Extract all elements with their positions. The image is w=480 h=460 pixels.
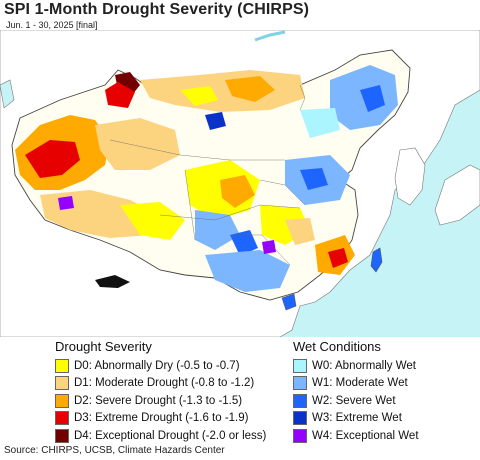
wet-w1-south	[205, 250, 290, 292]
legend-label-w1: W1: Moderate Wet	[312, 377, 408, 390]
swatch-w1	[293, 376, 307, 391]
korea-land	[394, 147, 426, 206]
legend-item-d3: D3: Extreme Drought (-1.6 to -1.9)	[55, 410, 266, 428]
drought-d4-himalaya	[95, 275, 130, 288]
drought-d0-mongolia	[180, 86, 218, 106]
legend-label-w4: W4: Exceptional Wet	[312, 429, 419, 442]
legend-item-w3: W3: Extreme Wet	[293, 410, 419, 428]
legend-wet: Wet Conditions W0: Abnormally Wet W1: Mo…	[293, 339, 419, 445]
wet-w2-east	[300, 168, 328, 190]
hainan-land	[281, 293, 297, 311]
drought-map	[0, 30, 480, 337]
legend-label-d2: D2: Severe Drought (-1.3 to -1.5)	[74, 394, 243, 407]
drought-d2-mongolia	[225, 76, 275, 102]
source-credit: Source: CHIRPS, UCSB, Climate Hazards Ce…	[4, 445, 225, 456]
taiwan-land	[370, 247, 383, 273]
wet-w1-central	[195, 210, 240, 250]
legend-item-d2: D2: Severe Drought (-1.3 to -1.5)	[55, 392, 266, 410]
wet-w3-tibet	[58, 196, 74, 210]
legend-label-w3: W3: Extreme Wet	[312, 412, 402, 425]
legend-item-w2: W2: Severe Wet	[293, 392, 419, 410]
caspian-hint	[0, 79, 15, 109]
map-title: SPI 1-Month Drought Severity (CHIRPS)	[4, 1, 310, 18]
legend-drought: Drought Severity D0: Abnormally Dry (-0.…	[55, 339, 266, 445]
swatch-d2	[55, 393, 69, 408]
legend-label-d0: D0: Abnormally Dry (-0.5 to -0.7)	[74, 359, 240, 372]
drought-d2-central	[220, 175, 255, 208]
legend-item-w1: W1: Moderate Wet	[293, 375, 419, 393]
legend-label-d1: D1: Moderate Drought (-0.8 to -1.2)	[74, 377, 255, 390]
province-borders	[109, 84, 306, 266]
drought-d3-north	[105, 82, 135, 108]
drought-d3-west	[25, 140, 80, 178]
swatch-w0	[293, 358, 307, 373]
legend-wet-heading: Wet Conditions	[293, 339, 381, 354]
legend-item-w0: W0: Abnormally Wet	[293, 357, 419, 375]
wet-w2-central	[230, 230, 258, 256]
drought-d3-southeast	[328, 248, 348, 268]
legend-item-w4: W4: Exceptional Wet	[293, 427, 419, 445]
legend-item-d0: D0: Abnormally Dry (-0.5 to -0.7)	[55, 357, 266, 375]
japan-land	[434, 164, 480, 226]
swatch-d3	[55, 411, 69, 426]
legend-label-d4: D4: Exceptional Drought (-2.0 or less)	[74, 429, 267, 442]
legend-drought-heading: Drought Severity	[55, 339, 152, 354]
map-subtitle: Jun. 1 - 30, 2025 [final]	[6, 20, 98, 30]
swatch-d0	[55, 358, 69, 373]
drought-d1-west	[95, 118, 180, 170]
legend-label-d3: D3: Extreme Drought (-1.6 to -1.9)	[74, 412, 249, 425]
wet-w0-northeast	[300, 108, 340, 138]
swatch-w4	[293, 428, 307, 443]
drought-d0-tibet	[120, 202, 185, 240]
wet-w3-mongolia	[205, 112, 226, 130]
drought-d1-south	[285, 218, 315, 245]
map-canvas	[0, 30, 480, 337]
swatch-w3	[293, 411, 307, 426]
wet-w2-northeast	[360, 85, 385, 112]
legend-item-d1: D1: Moderate Drought (-0.8 to -1.2)	[55, 375, 266, 393]
swatch-d4	[55, 428, 69, 443]
legend-item-d4: D4: Exceptional Drought (-2.0 or less)	[55, 427, 266, 445]
lake-baikal	[254, 30, 286, 42]
swatch-d1	[55, 376, 69, 391]
swatch-w2	[293, 393, 307, 408]
wet-w4-south	[262, 240, 276, 254]
legend-label-w2: W2: Severe Wet	[312, 394, 396, 407]
legend-label-w0: W0: Abnormally Wet	[312, 359, 416, 372]
